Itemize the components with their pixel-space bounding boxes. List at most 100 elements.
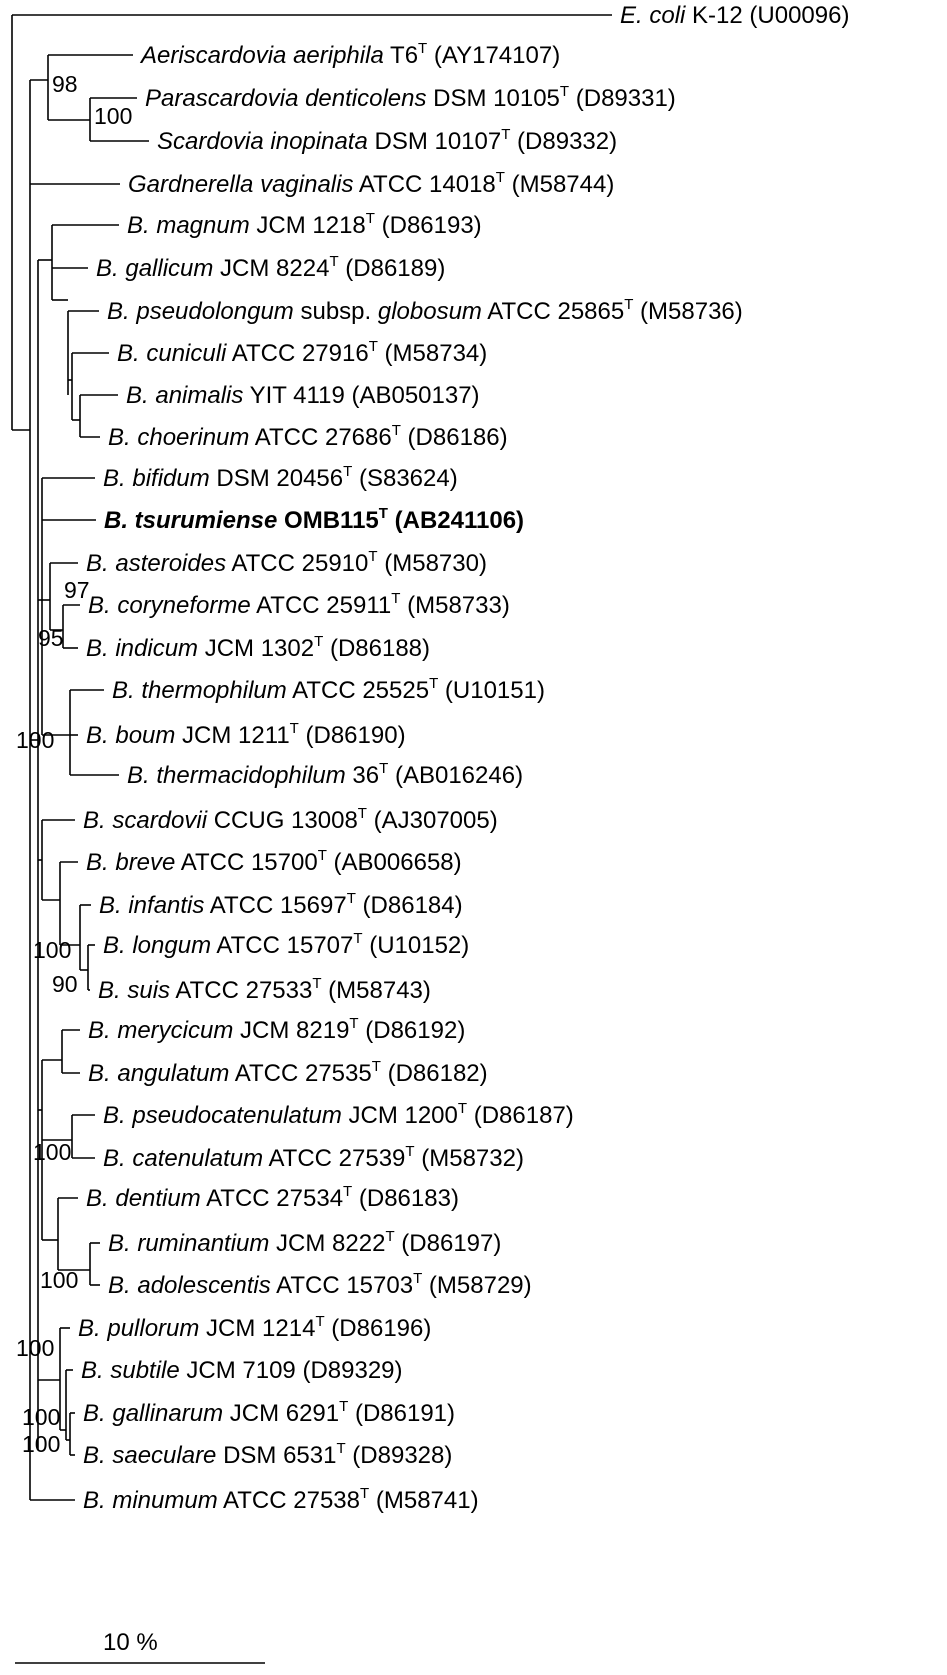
species-name: Gardnerella vaginalis: [128, 171, 353, 198]
type-strain-marker: T: [379, 505, 388, 522]
strain-name: ATCC 15703: [271, 1272, 413, 1299]
species-name: B. choerinum: [108, 424, 249, 451]
type-strain-marker: T: [366, 210, 375, 227]
type-strain-marker: T: [405, 1143, 414, 1160]
accession-number: (AJ307005): [367, 807, 498, 834]
strain-name: ATCC 25910: [226, 550, 368, 577]
type-strain-marker: T: [385, 1228, 394, 1245]
bootstrap-value: 100: [16, 727, 54, 753]
species-name: B. subtile: [81, 1357, 180, 1384]
type-strain-marker: T: [343, 463, 352, 480]
accession-number: (D86184): [356, 892, 463, 919]
taxon-label-infantis: B. infantis ATCC 15697T (D86184): [99, 890, 463, 919]
strain-name: JCM 8224: [213, 255, 329, 282]
taxon-label-saeculare: B. saeculare DSM 6531T (D89328): [83, 1440, 452, 1469]
accession-number: (M58743): [322, 977, 431, 1004]
bootstrap-value: 90: [52, 971, 78, 997]
species-name: B. gallinarum: [83, 1400, 223, 1427]
taxon-label-gallicum: B. gallicum JCM 8224T (D86189): [96, 253, 445, 282]
species-name: B. scardovii: [83, 807, 208, 834]
bootstrap-value: 100: [22, 1431, 60, 1457]
strain-name: JCM 6291: [223, 1400, 339, 1427]
taxon-label-pullorum: B. pullorum JCM 1214T (D86196): [78, 1313, 431, 1342]
type-strain-marker: T: [360, 1485, 369, 1502]
taxon-label-merycicum: B. merycicum JCM 8219T (D86192): [88, 1015, 465, 1044]
accession-number: (D86182): [381, 1060, 488, 1087]
strain-name: ATCC 15700: [175, 849, 317, 876]
strain-name: ATCC 15707: [211, 932, 353, 959]
type-strain-marker: T: [336, 1440, 345, 1457]
type-strain-marker: T: [372, 1058, 381, 1075]
strain-name: T6: [384, 42, 418, 69]
accession-number: (D89329): [296, 1357, 403, 1384]
type-strain-marker: T: [560, 83, 569, 100]
accession-number: (D86193): [375, 212, 482, 239]
species-name: B. angulatum: [88, 1060, 229, 1087]
strain-name: DSM 6531: [216, 1442, 336, 1469]
strain-name: ATCC 27538: [218, 1487, 360, 1514]
taxon-label-suis: B. suis ATCC 27533T (M58743): [98, 975, 431, 1004]
bootstrap-value: 98: [52, 71, 78, 97]
tree-branches: [11, 14, 612, 1501]
bootstrap-value: 100: [40, 1267, 78, 1293]
species-name: B. asteroides: [86, 550, 226, 577]
taxon-label-adolescentis: B. adolescentis ATCC 15703T (M58729): [108, 1270, 532, 1299]
species-name: B. gallicum: [96, 255, 213, 282]
strain-name: ATCC 27686: [249, 424, 391, 451]
taxon-label-angulatum: B. angulatum ATCC 27535T (D86182): [88, 1058, 488, 1087]
type-strain-marker: T: [368, 548, 377, 565]
taxon-label-boum: B. boum JCM 1211T (D86190): [86, 720, 406, 749]
taxon-label-dentium: B. dentium ATCC 27534T (D86183): [86, 1183, 459, 1212]
bootstrap-value: 100: [16, 1335, 54, 1361]
taxon-labels: E. coli K-12 (U00096) Aeriscardovia aerip…: [78, 2, 849, 1514]
taxon-label-choerinum: B. choerinum ATCC 27686T (D86186): [108, 422, 508, 451]
strain-name: CCUG 13008: [207, 807, 358, 834]
strain-name: 36: [346, 762, 379, 789]
taxon-label-catenulatum: B. catenulatum ATCC 27539T (M58732): [103, 1143, 524, 1172]
taxon-label-breve: B. breve ATCC 15700T (AB006658): [86, 847, 462, 876]
species-name: B. boum: [86, 722, 175, 749]
strain-name: JCM 7109: [180, 1357, 296, 1384]
accession-number: (D86189): [339, 255, 446, 282]
species-name: B. infantis: [99, 892, 204, 919]
bootstrap-value: 100: [22, 1404, 60, 1430]
species-name: Parascardovia denticolens: [145, 85, 427, 112]
species-name: B. thermophilum: [112, 677, 287, 704]
strain-name: ATCC 27916: [226, 340, 368, 367]
subspecies-marker: subsp.: [294, 298, 378, 325]
taxon-label-ecoli: E. coli K-12 (U00096): [620, 2, 849, 29]
species-name: B. thermacidophilum: [127, 762, 346, 789]
species-name: Scardovia inopinata: [157, 128, 368, 155]
bootstrap-value: 100: [33, 1139, 71, 1165]
taxon-label-parascardovia: Parascardovia denticolens DSM 10105T (D8…: [145, 83, 676, 112]
taxon-label-indicum: B. indicum JCM 1302T (D86188): [86, 633, 430, 662]
taxon-label-animalis: B. animalis YIT 4119 (AB050137): [126, 382, 480, 409]
type-strain-marker: T: [429, 675, 438, 692]
accession-number: (U00096): [743, 2, 850, 29]
type-strain-marker: T: [339, 1398, 348, 1415]
accession-number: (D86197): [395, 1230, 502, 1257]
accession-number: (M58729): [422, 1272, 531, 1299]
taxon-label-gallinarum: B. gallinarum JCM 6291T (D86191): [83, 1398, 455, 1427]
scale-bar: 10 %: [15, 1629, 265, 1664]
accession-number: (U10151): [438, 677, 545, 704]
species-name: B. breve: [86, 849, 175, 876]
accession-number: (D86187): [467, 1102, 574, 1129]
strain-name: ATCC 25525: [287, 677, 429, 704]
accession-number: (D86188): [323, 635, 430, 662]
scale-bar-label: 10 %: [103, 1629, 158, 1656]
accession-number: (M58730): [378, 550, 487, 577]
species-name: Aeriscardovia aeriphila: [139, 42, 384, 69]
strain-name: ATCC 14018: [353, 171, 495, 198]
accession-number: (S83624): [352, 465, 457, 492]
species-name: B. tsurumiense: [104, 507, 277, 534]
species-name: B. animalis: [126, 382, 243, 409]
species-name: B. minumum: [83, 1487, 218, 1514]
accession-number: (D86190): [299, 722, 406, 749]
subspecies-name: globosum: [378, 298, 482, 325]
species-name: B. saeculare: [83, 1442, 216, 1469]
bootstrap-value: 100: [33, 937, 71, 963]
strain-name: ATCC 27539: [263, 1145, 405, 1172]
type-strain-marker: T: [358, 805, 367, 822]
